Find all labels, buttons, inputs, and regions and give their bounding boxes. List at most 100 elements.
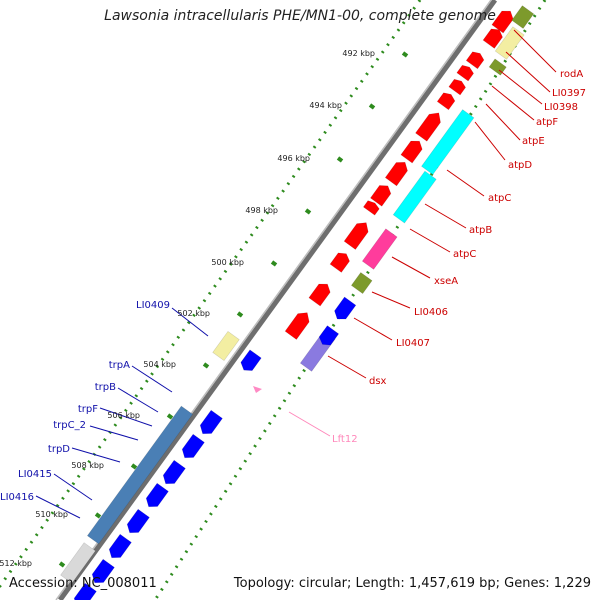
gene-label: LI0397 xyxy=(552,88,586,99)
gene-label: LI0407 xyxy=(396,338,430,349)
accession-text: Accession: NC_008011 xyxy=(9,576,157,591)
gene-label: atpC xyxy=(453,249,476,260)
feature-layer xyxy=(60,5,535,600)
leader-line xyxy=(505,51,551,93)
leader-line xyxy=(513,29,557,73)
leader-line xyxy=(353,317,393,341)
ruler-label: 508 kbp xyxy=(71,461,104,470)
forward-cds xyxy=(456,64,474,82)
leader-line xyxy=(35,495,81,519)
cog-block xyxy=(60,542,96,584)
forward-cds xyxy=(308,283,331,307)
gene-label: atpB xyxy=(469,225,492,236)
gene-label: trpC_2 xyxy=(53,420,86,431)
ruler-label: 496 kbp xyxy=(277,154,310,163)
page-title: Lawsonia intracellularis PHE/MN1-00, com… xyxy=(104,8,496,24)
ruler-tick xyxy=(336,156,344,163)
leader-line xyxy=(131,365,173,393)
ruler-ticks xyxy=(58,51,409,568)
leader-line xyxy=(71,447,121,463)
ruler-label: 502 kbp xyxy=(177,309,210,318)
forward-cds xyxy=(491,10,514,34)
gene-label: LI0416 xyxy=(0,492,34,503)
reverse-cds xyxy=(199,409,223,435)
reverse-cds xyxy=(108,533,132,559)
reverse-cds xyxy=(334,296,357,320)
forward-cds xyxy=(448,78,466,96)
ruler-tick xyxy=(368,103,376,110)
gene-label: LI0409 xyxy=(136,300,170,311)
reverse-cds xyxy=(318,325,340,346)
ruler-label: 494 kbp xyxy=(309,101,342,110)
ruler-label: 504 kbp xyxy=(143,360,176,369)
reverse-cds xyxy=(240,349,262,371)
ruler-label: 500 kbp xyxy=(211,258,244,267)
cog-block xyxy=(212,330,240,362)
ruler-tick xyxy=(304,208,312,215)
leader-line xyxy=(327,355,367,379)
leader-line xyxy=(474,121,506,161)
forward-cds xyxy=(482,28,503,49)
leader-line xyxy=(117,387,159,413)
cog-block xyxy=(350,272,373,295)
leader-line xyxy=(391,256,431,279)
forward-cds xyxy=(370,185,392,207)
forward-cds xyxy=(384,161,408,187)
forward-cds xyxy=(362,200,380,216)
leader-line xyxy=(288,411,331,437)
forward-cds xyxy=(329,252,350,273)
label-leaders xyxy=(35,29,557,519)
forward-cds xyxy=(436,92,456,111)
cog-block xyxy=(421,109,475,175)
gene-label: trpB xyxy=(95,382,116,393)
ruler-labels: 492 kbp 494 kbp 496 kbp 498 kbp 500 kbp 502 k… xyxy=(0,49,375,568)
leader-line xyxy=(491,85,535,121)
ruler-label: 510 kbp xyxy=(35,510,68,519)
forward-cds xyxy=(465,51,485,70)
leader-line xyxy=(53,473,93,501)
leader-line xyxy=(99,407,153,427)
leader-line xyxy=(409,228,451,253)
ruler-tick xyxy=(270,260,278,267)
cog-block xyxy=(511,5,535,29)
gene-label: rodA xyxy=(560,69,583,80)
ruler-tick xyxy=(166,413,174,420)
forward-cds xyxy=(400,140,423,164)
ruler-tick xyxy=(130,463,138,470)
ruler-tick xyxy=(236,311,244,318)
ruler-label: 506 kbp xyxy=(107,411,140,420)
cog-block xyxy=(86,405,194,545)
gene-label: atpD xyxy=(508,160,532,171)
gene-labels: rodA LI0397 LI0398 atpF atpE atpD atpC atpB atpC… xyxy=(0,69,586,503)
gene-label: trpF xyxy=(78,404,98,415)
gene-label: trpA xyxy=(109,360,130,371)
forward-cds xyxy=(415,112,441,142)
leader-line xyxy=(424,203,467,229)
forward-cds xyxy=(284,312,310,340)
gene-label: trpD xyxy=(48,444,70,455)
outer-dotted-line xyxy=(153,0,547,600)
ruler-dotted-line xyxy=(0,0,422,589)
leader-line xyxy=(446,169,485,197)
leader-line xyxy=(89,425,139,441)
leader-line xyxy=(371,291,411,309)
leader-line xyxy=(171,307,209,337)
forward-cds xyxy=(343,222,369,250)
gene-label: xseA xyxy=(434,276,458,287)
ruler-label: 492 kbp xyxy=(342,49,375,58)
cog-block xyxy=(392,170,437,224)
reverse-cds xyxy=(91,558,115,584)
gene-label: atpE xyxy=(522,136,545,147)
cog-block xyxy=(494,26,525,60)
gene-label: dsx xyxy=(369,376,387,387)
ruler-tick xyxy=(401,51,409,58)
genome-stats-text: Topology: circular; Length: 1,457,619 bp… xyxy=(233,576,591,591)
reverse-cds xyxy=(145,482,169,508)
ruler-label: 512 kbp xyxy=(0,559,32,568)
cog-block xyxy=(361,228,398,270)
trna-label: Lft12 xyxy=(332,434,358,445)
reverse-cds xyxy=(162,459,186,485)
ruler-tick xyxy=(58,561,66,568)
ruler-label: 498 kbp xyxy=(245,206,278,215)
